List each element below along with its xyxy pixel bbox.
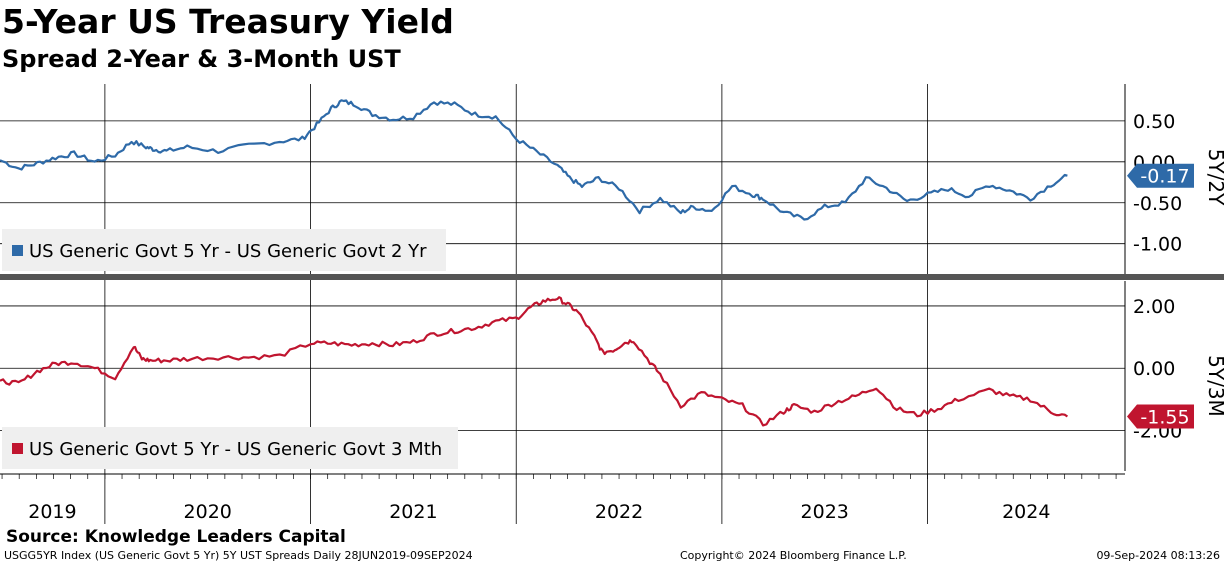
- last-value-tag-bottom: [1127, 404, 1194, 429]
- y-tick-label-top-2: -0.50: [1133, 193, 1182, 215]
- legend-label-top: US Generic Govt 5 Yr - US Generic Govt 2…: [29, 241, 427, 262]
- y-tick-label-bottom-0: 2.00: [1133, 296, 1175, 318]
- x-tick-label-2022: 2022: [595, 501, 643, 523]
- y-tick-label-top-3: -1.00: [1133, 234, 1182, 256]
- axis-title-top: 5Y/2Y: [1204, 149, 1224, 206]
- legend-box-bottom: [2, 427, 458, 469]
- source-note: Source: Knowledge Leaders Capital: [6, 527, 346, 547]
- legend-swatch-top: [12, 245, 23, 256]
- footer-timestamp: 09-Sep-2024 08:13:26: [1096, 549, 1220, 562]
- x-tick-label-2021: 2021: [389, 501, 437, 523]
- y-tick-label-bottom-1: 0.00: [1133, 358, 1175, 380]
- last-value-label-top: -0.17: [1140, 166, 1189, 188]
- legend-box-top: [2, 229, 446, 271]
- series-line-bottom: [0, 296, 1069, 427]
- last-value-label-bottom: -1.55: [1140, 406, 1189, 428]
- footer-index-info: USGG5YR Index (US Generic Govt 5 Yr) 5Y …: [4, 549, 473, 562]
- x-tick-label-2023: 2023: [801, 501, 849, 523]
- last-value-tag-top: [1127, 163, 1194, 188]
- chart-subtitle: Spread 2-Year & 3-Month UST: [2, 45, 401, 73]
- x-tick-label-2024: 2024: [1002, 501, 1050, 523]
- series-line-top: [0, 99, 1068, 221]
- y-tick-label-top-0: 0.50: [1133, 111, 1175, 133]
- footer-copyright: Copyright© 2024 Bloomberg Finance L.P.: [680, 549, 907, 562]
- x-tick-label-2019: 2019: [28, 501, 76, 523]
- chart-title: 5-Year US Treasury Yield: [2, 2, 454, 41]
- x-tick-label-2020: 2020: [184, 501, 232, 523]
- axis-title-bottom: 5Y/3M: [1204, 355, 1224, 417]
- legend-swatch-bottom: [12, 443, 23, 454]
- legend-label-bottom: US Generic Govt 5 Yr - US Generic Govt 3…: [29, 439, 442, 460]
- panel-divider: [0, 274, 1224, 280]
